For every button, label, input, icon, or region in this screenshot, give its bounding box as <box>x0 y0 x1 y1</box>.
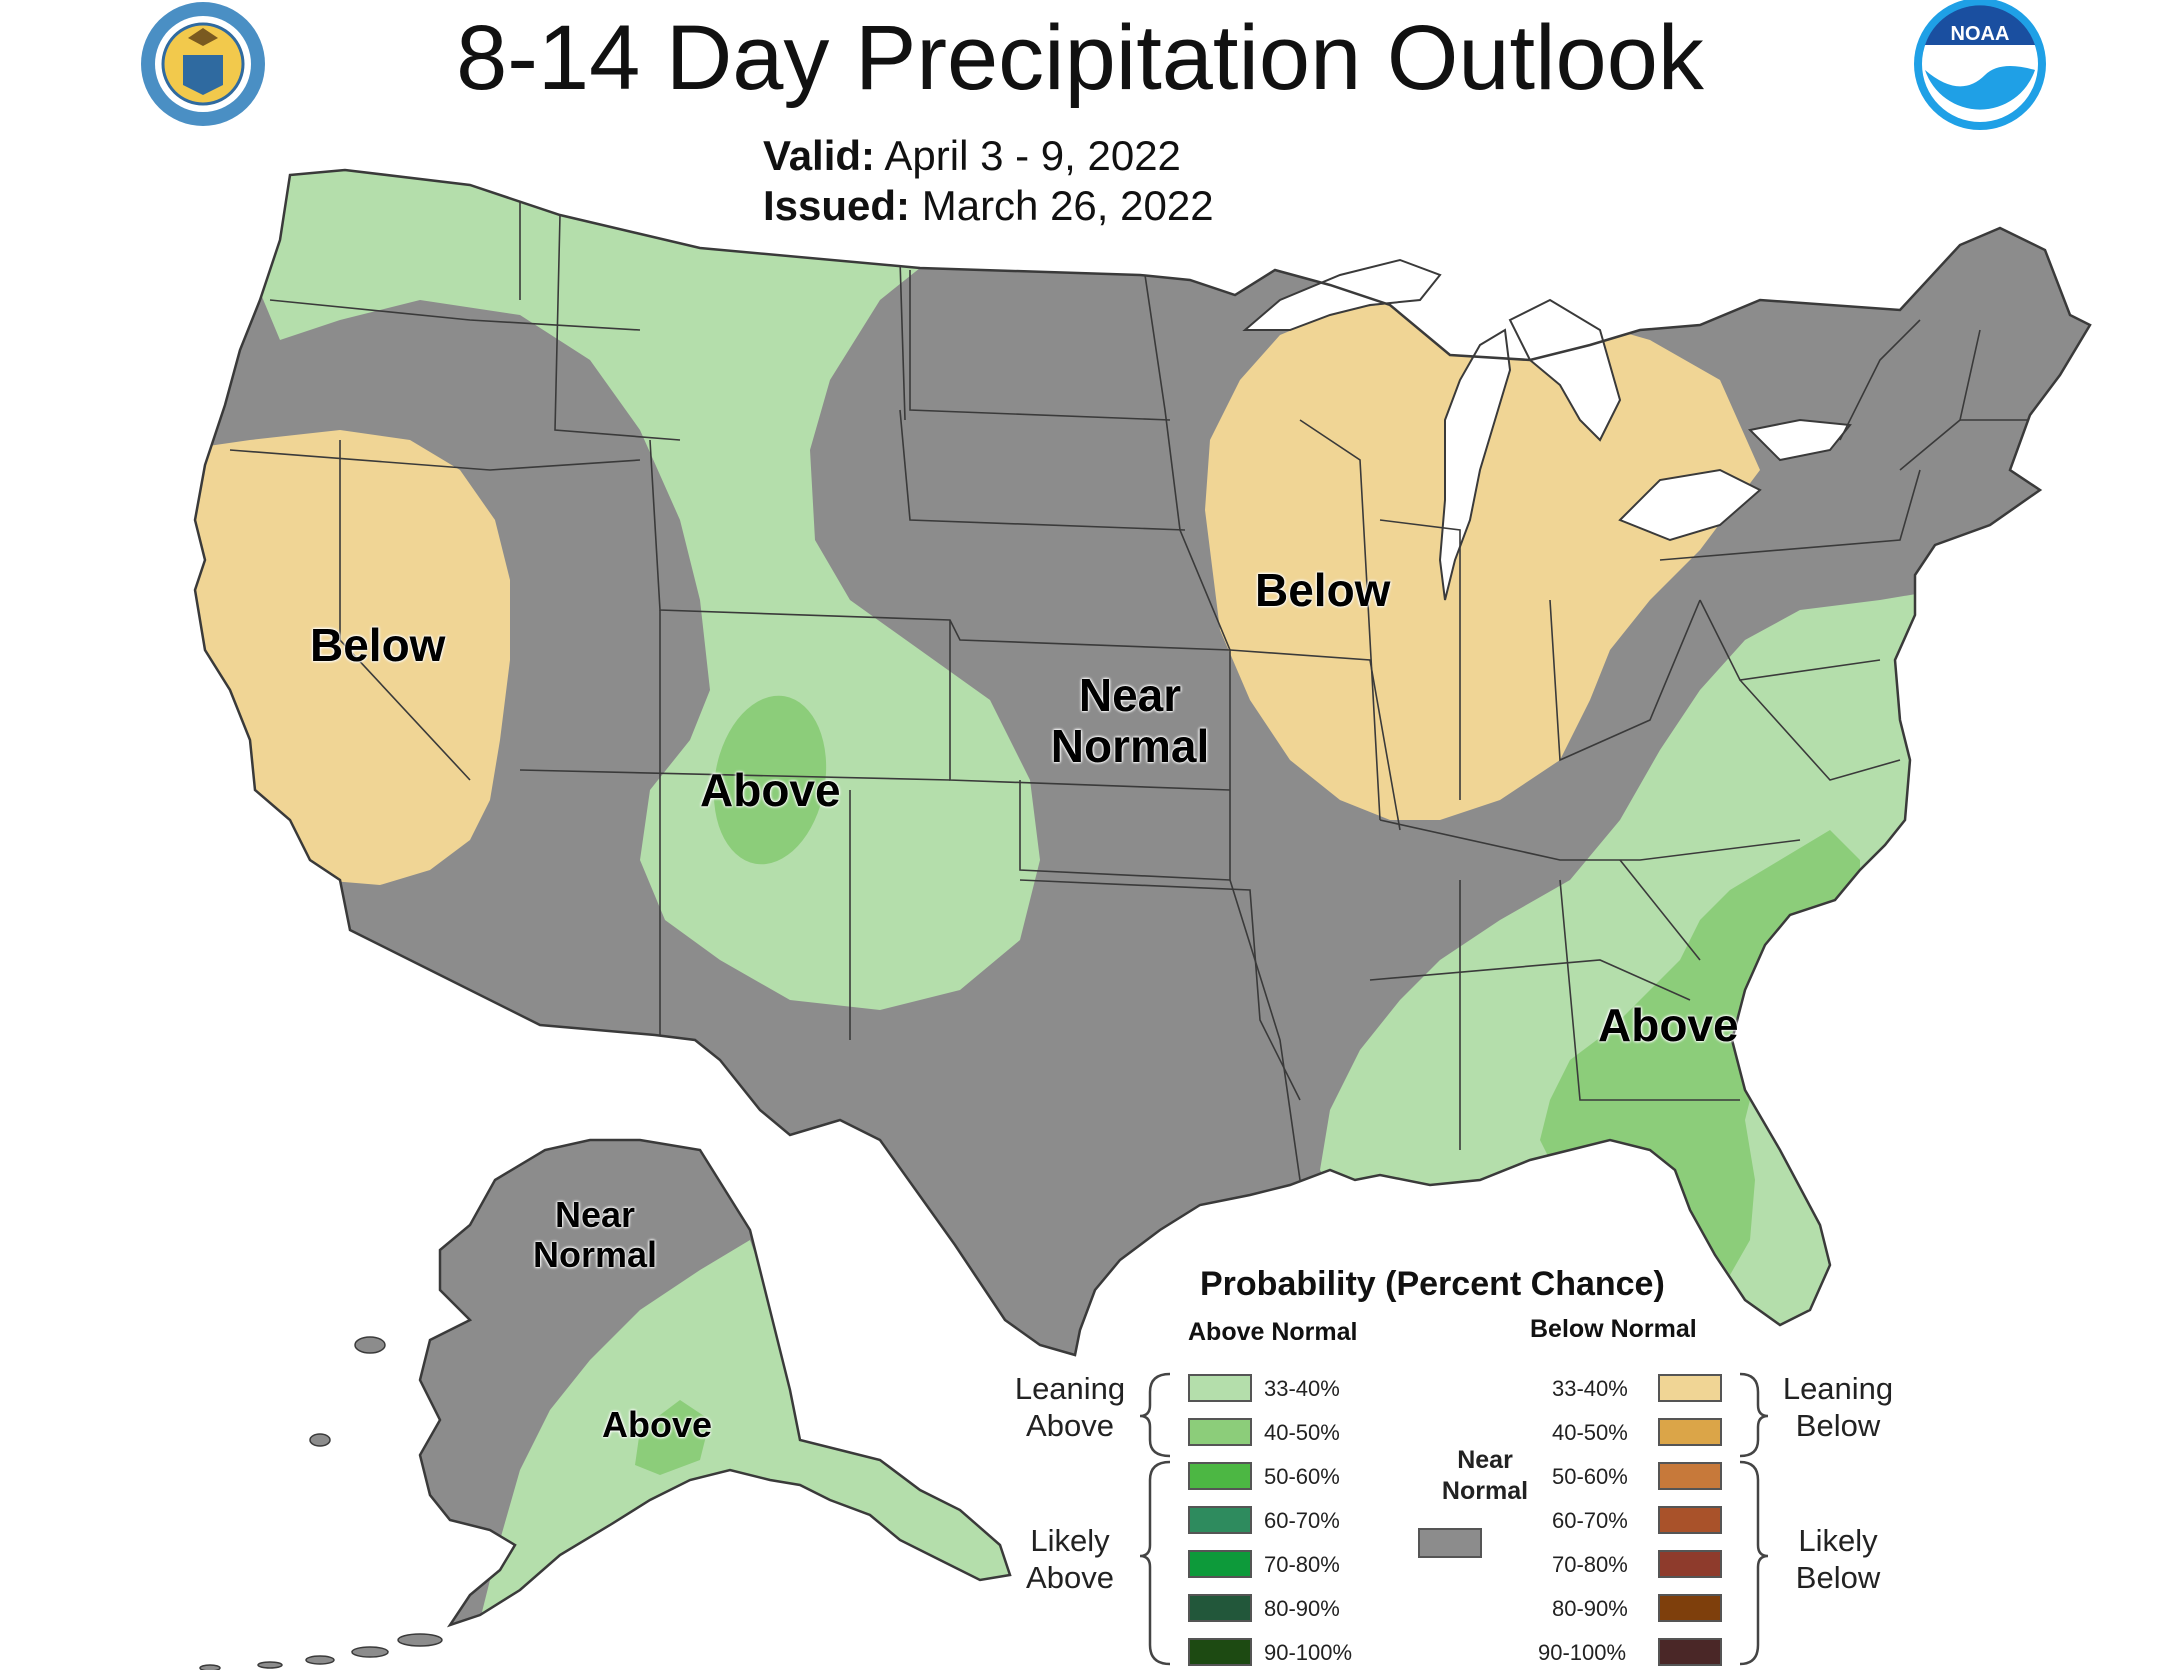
legend-above-90-100-label: 90-100% <box>1264 1640 1353 1665</box>
label-alaska-near: Near <box>554 1194 636 1235</box>
valid-value: April 3 - 9, 2022 <box>884 132 1181 179</box>
legend-group-likely-above: Likely Above <box>1000 1522 1140 1596</box>
swatch-below-80-90 <box>1658 1594 1722 1622</box>
legend-below-70-80-label: 70-80% <box>1552 1552 1628 1577</box>
swatch-above-40-50 <box>1188 1418 1252 1446</box>
legend-below-50-60-label: 50-60% <box>1552 1464 1628 1489</box>
legend-group-leaning-above: Leaning Above <box>1000 1370 1140 1444</box>
legend-near-normal-label: Near Normal <box>1435 1445 1535 1508</box>
issued-date: Issued: March 26, 2022 <box>763 182 1214 230</box>
legend-likely-below-line2: Below <box>1795 1560 1881 1596</box>
aleutian-islands <box>199 1336 443 1670</box>
conus-outline <box>193 168 2092 1357</box>
issued-label: Issued: <box>763 182 911 229</box>
colorado-above-40-50-region <box>713 695 827 865</box>
swatch-above-70-80 <box>1188 1550 1252 1578</box>
legend-normal: Normal <box>1441 1477 1529 1506</box>
swatch-above-33-40 <box>1188 1374 1252 1402</box>
swatch-above-50-60 <box>1188 1462 1252 1490</box>
legend-above-80-90-label: 80-90% <box>1264 1596 1340 1621</box>
label-alaska-normal: Normal <box>532 1233 658 1275</box>
label-west-below: Below <box>310 619 446 671</box>
legend-leaning-below-line2: Below <box>1795 1408 1881 1444</box>
legend-above-60-70-label: 60-70% <box>1264 1508 1340 1533</box>
legend-above-header: Above Normal <box>1188 1318 1358 1346</box>
legend-below-40-50-label: 40-50% <box>1552 1420 1628 1445</box>
swatch-below-50-60 <box>1658 1462 1722 1490</box>
legend-likely-above-line1: Likely <box>1030 1523 1110 1558</box>
legend-below-80-90-label: 80-90% <box>1552 1596 1628 1621</box>
legend-likely-below-line1: Likely <box>1798 1523 1878 1558</box>
legend-group-leaning-below: Leaning Below <box>1768 1370 1908 1444</box>
swatch-below-70-80 <box>1658 1550 1722 1578</box>
map-title: 8-14 Day Precipitation Outlook <box>456 7 1704 109</box>
label-rockies-above: Above <box>700 764 841 816</box>
legend-near: Near <box>1457 1446 1513 1474</box>
label-midwest-below: Below <box>1255 564 1391 616</box>
great-lakes <box>1242 258 1852 601</box>
legend-group-likely-below: Likely Below <box>1768 1522 1908 1596</box>
midwest-below-region <box>1205 300 1760 820</box>
department-of-commerce-seal <box>141 2 265 126</box>
legend-leaning-above-line1: Leaning <box>1014 1371 1126 1406</box>
valid-dates: Valid: April 3 - 9, 2022 <box>763 132 1181 180</box>
noaa-logo-text: NOAA <box>1951 23 2010 45</box>
legend-leaning-above-line2: Above <box>1026 1408 1114 1444</box>
valid-label: Valid: <box>763 132 876 179</box>
label-southeast-above: Above <box>1598 999 1739 1051</box>
swatch-below-40-50 <box>1658 1418 1722 1446</box>
swatch-below-90-100 <box>1658 1638 1722 1666</box>
label-plains-normal: Normal <box>1050 719 1210 772</box>
legend-above-33-40-label: 33-40% <box>1264 1376 1340 1401</box>
label-plains-near: Near <box>1078 669 1182 721</box>
legend-title: Probability (Percent Chance) <box>1200 1265 1665 1303</box>
label-alaska-near-normal: Near Normal <box>520 1195 670 1274</box>
issued-value: March 26, 2022 <box>921 182 1214 229</box>
state-borders <box>229 185 2030 1181</box>
swatch-above-90-100 <box>1188 1638 1252 1666</box>
label-alaska-above: Above <box>602 1404 713 1445</box>
legend-above-40-50-label: 40-50% <box>1264 1420 1340 1445</box>
california-below-region <box>195 430 510 885</box>
label-plains-near-normal: Near Normal <box>1040 670 1220 771</box>
legend-below-33-40-label: 33-40% <box>1552 1376 1628 1401</box>
rockies-above-region <box>255 170 1040 1010</box>
swatch-below-60-70 <box>1658 1506 1722 1534</box>
alaska-above-40-50-region <box>635 1400 710 1475</box>
legend-above-70-80-label: 70-80% <box>1264 1552 1340 1577</box>
legend-below-header: Below Normal <box>1530 1315 1697 1343</box>
swatch-above-60-70 <box>1188 1506 1252 1534</box>
legend-below-90-100-label: 90-100% <box>1538 1640 1627 1665</box>
swatch-below-33-40 <box>1658 1374 1722 1402</box>
swatch-near-normal <box>1418 1528 1482 1558</box>
swatch-above-80-90 <box>1188 1594 1252 1622</box>
legend-leaning-below-line1: Leaning <box>1782 1371 1894 1406</box>
alaska-outline <box>418 1138 1012 1628</box>
noaa-logo: NOAA <box>1914 0 2046 130</box>
legend-below-60-70-label: 60-70% <box>1552 1508 1628 1533</box>
legend-above-50-60-label: 50-60% <box>1264 1464 1340 1489</box>
legend-likely-above-line2: Above <box>1026 1560 1114 1596</box>
